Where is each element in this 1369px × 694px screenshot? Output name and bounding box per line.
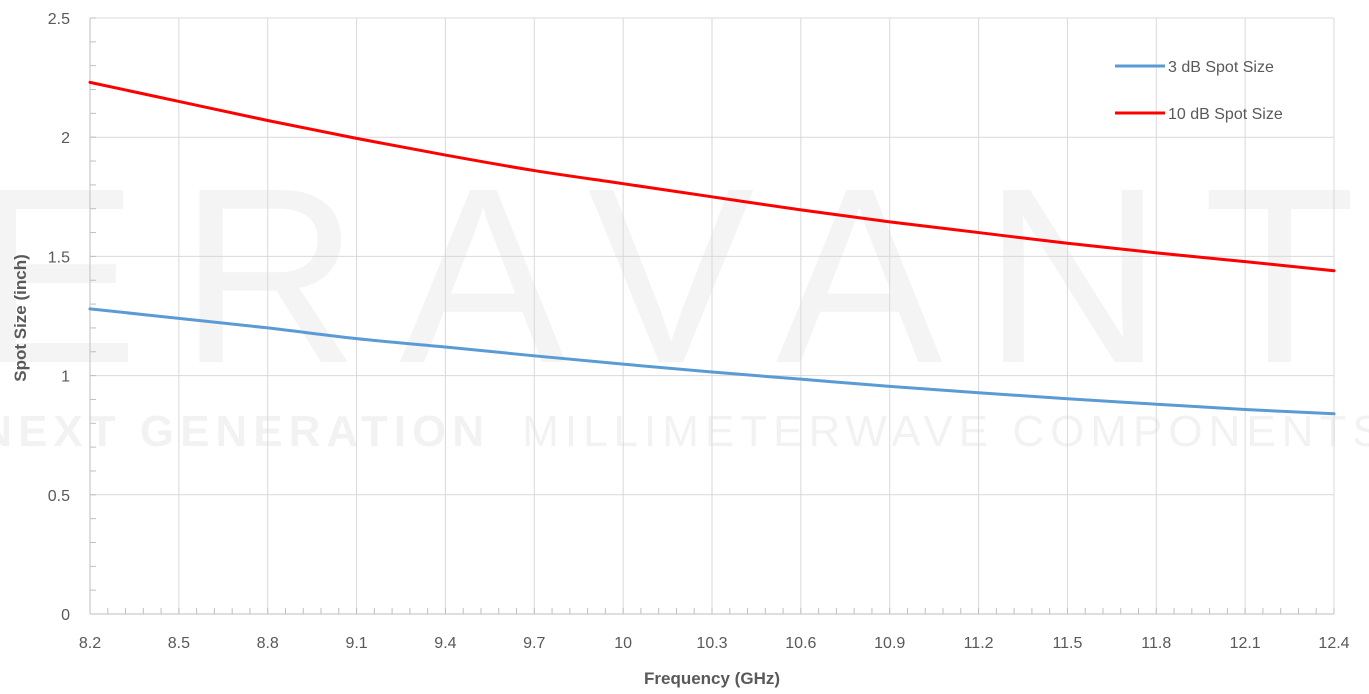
y-tick-label: 1.5	[48, 249, 70, 266]
legend-label-10-db-spot-size: 10 dB Spot Size	[1168, 106, 1283, 123]
y-axis-title: Spot Size (inch)	[11, 254, 30, 382]
x-tick-label: 10.6	[785, 635, 816, 652]
legend: 3 dB Spot Size 10 dB Spot Size	[1115, 59, 1283, 123]
tick-labels: 8.2 8.5 8.8 9.1 9.4 9.7 10 10.3 10.6 10.9 11.2 11.5…	[48, 11, 1350, 652]
x-tick-label: 10	[614, 635, 632, 652]
series-line-3-db-spot-size	[88, 307, 1336, 416]
series-lines	[88, 80, 1336, 416]
x-tick-label: 9.4	[434, 635, 456, 652]
x-tick-label: 9.1	[345, 635, 367, 652]
axes	[89, 17, 1335, 615]
series-line-10-db-spot-size	[88, 80, 1336, 273]
watermark-logo: ERAVANT NEXT GENERATION MILLIMETERWAVE C…	[0, 136, 1369, 456]
x-tick-label: 11.2	[964, 635, 994, 652]
watermark-tagline-light: MILLIMETERWAVE COMPONENTS	[522, 407, 1369, 456]
x-tick-label: 10.3	[696, 635, 727, 652]
x-tick-label: 8.2	[79, 635, 101, 652]
watermark-tagline: NEXT GENERATION MILLIMETERWAVE COMPONENT…	[0, 407, 1369, 456]
y-tick-label: 0.5	[48, 488, 70, 505]
x-tick-label: 10.9	[874, 635, 905, 652]
y-tick-label: 2	[61, 130, 70, 147]
x-tick-label: 12.4	[1318, 635, 1349, 652]
x-axis-title: Frequency (GHz)	[644, 669, 780, 688]
x-tick-label: 8.5	[168, 635, 190, 652]
x-tick-label: 8.8	[257, 635, 279, 652]
y-tick-label: 1	[61, 369, 70, 386]
y-tick-label: 0	[61, 607, 70, 624]
watermark-tagline-bold: NEXT GENERATION	[0, 407, 490, 456]
x-tick-label: 11.8	[1141, 635, 1171, 652]
legend-label-3-db-spot-size: 3 dB Spot Size	[1168, 59, 1274, 76]
watermark-logo-text: ERAVANT	[0, 136, 1369, 415]
x-tick-label: 12.1	[1230, 635, 1261, 652]
y-tick-label: 2.5	[48, 11, 70, 28]
gridlines	[89, 17, 1335, 614]
x-tick-label: 9.7	[523, 635, 545, 652]
x-tick-label: 11.5	[1052, 635, 1082, 652]
